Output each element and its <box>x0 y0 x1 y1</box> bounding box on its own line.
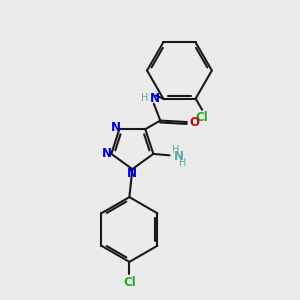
Text: N: N <box>174 150 184 163</box>
Text: N: N <box>110 121 121 134</box>
Text: H: H <box>178 158 186 168</box>
Text: H: H <box>141 94 148 103</box>
Text: N: N <box>150 92 160 105</box>
Text: O: O <box>190 116 200 128</box>
Text: N: N <box>127 167 137 180</box>
Text: Cl: Cl <box>123 276 136 289</box>
Text: Cl: Cl <box>196 111 208 124</box>
Text: N: N <box>102 147 112 160</box>
Text: H: H <box>172 145 179 155</box>
